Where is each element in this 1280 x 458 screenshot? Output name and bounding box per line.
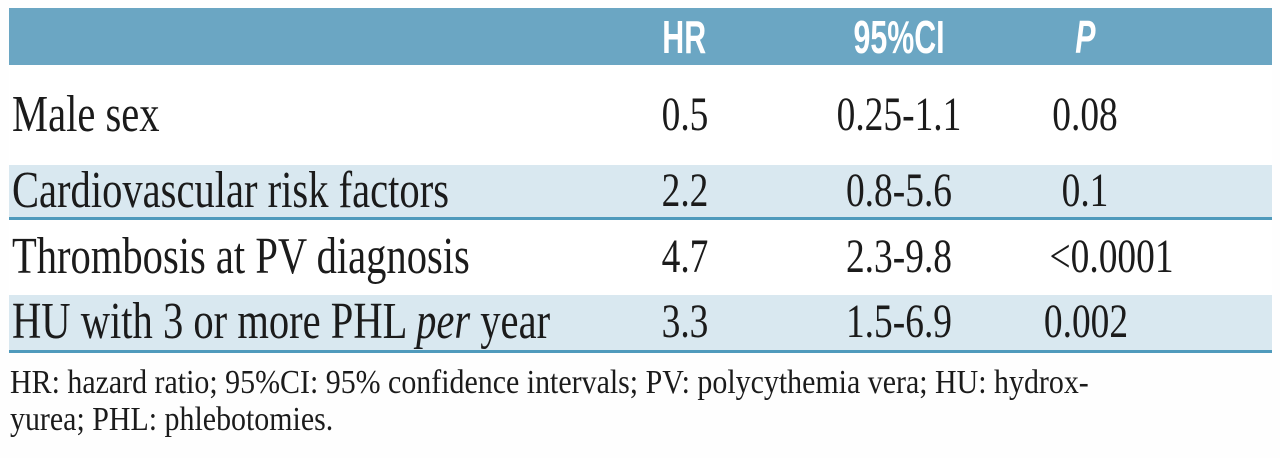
header-row: HR 95%CI P [9, 8, 1272, 65]
hr-value: 4.7 [661, 230, 709, 284]
table-footnote: HR: hazard ratio; 95%CI: 95% confidence … [10, 364, 1280, 438]
hr-value: 2.2 [661, 164, 709, 217]
header-ci-label: 95%CI [853, 10, 945, 63]
table-row: Male sex 0.5 0.25-1.1 0.08 [9, 65, 1272, 165]
table-row: Thrombosis at PV diagnosis 4.7 2.3-9.8 <… [9, 218, 1272, 295]
row-label-cell: Male sex [9, 65, 603, 165]
ci-value: 1.5-6.9 [846, 295, 953, 349]
header-empty-cell [9, 8, 603, 65]
header-pad-cell [1138, 8, 1272, 65]
header-hr-cell: HR [602, 8, 767, 65]
hr-value-cell: 0.5 [603, 65, 767, 165]
p-value-cell: 0.08 [1032, 65, 1138, 165]
p-value: 0.08 [1052, 88, 1118, 141]
hr-value: 0.5 [661, 88, 709, 141]
header-hr-label: HR [662, 10, 707, 63]
p-value: 0.002 [1043, 295, 1129, 349]
hazard-ratio-table: HR 95%CI P Male sex 0.5 0. [9, 8, 1272, 353]
table-body: Male sex 0.5 0.25-1.1 0.08 Cardiovascula… [9, 65, 1272, 353]
p-value: <0.0001 [1049, 230, 1174, 284]
header-p-label: P [1074, 10, 1096, 63]
table-header: HR 95%CI P [9, 8, 1272, 65]
hr-value: 3.3 [661, 295, 709, 349]
paper-table-figure: HR 95%CI P Male sex 0.5 0. [0, 8, 1280, 458]
ci-value-cell: 1.5-6.9 [766, 294, 1033, 353]
row-label-cell: HU with 3 or more PHL per year [9, 293, 603, 353]
hr-value-cell: 4.7 [603, 219, 767, 295]
row-label-cell: Cardiovascular risk factors [9, 162, 603, 220]
ci-value: 0.8-5.6 [846, 164, 953, 217]
hr-value-cell: 2.2 [602, 164, 767, 220]
ci-value-cell: 2.3-9.8 [767, 219, 1032, 295]
p-value-cell: 0.002 [1032, 294, 1139, 353]
row-label: Thrombosis at PV diagnosis [12, 228, 470, 286]
hr-value-cell: 3.3 [602, 294, 767, 353]
p-value: 0.1 [1061, 164, 1109, 217]
ci-value-cell: 0.25-1.1 [767, 65, 1032, 165]
pad-cell [1138, 294, 1272, 353]
ci-value: 0.25-1.1 [837, 88, 962, 141]
ci-value-cell: 0.8-5.6 [766, 164, 1033, 220]
footnote-line-1: HR: hazard ratio; 95%CI: 95% confidence … [10, 364, 1089, 401]
ci-value: 2.3-9.8 [846, 230, 953, 284]
row-label: Male sex [12, 86, 160, 143]
pad-cell [1138, 165, 1272, 220]
row-label: Cardiovascular risk factors [12, 162, 449, 219]
row-label-cell: Thrombosis at PV diagnosis [9, 219, 603, 295]
pad-cell [1138, 65, 1272, 165]
table-row: HU with 3 or more PHL per year 3.3 1.5-6… [9, 293, 1272, 353]
table-row: Cardiovascular risk factors 2.2 0.8-5.6 … [9, 162, 1272, 220]
footnote-line-2: yurea; PHL: phlebotomies. [10, 401, 334, 438]
p-value-cell: 0.1 [1032, 164, 1139, 220]
header-ci-cell: 95%CI [766, 8, 1033, 65]
header-p-cell: P [1032, 8, 1139, 65]
row-label: HU with 3 or more PHL per year [12, 293, 551, 351]
p-value-cell: <0.0001 [1032, 219, 1174, 295]
